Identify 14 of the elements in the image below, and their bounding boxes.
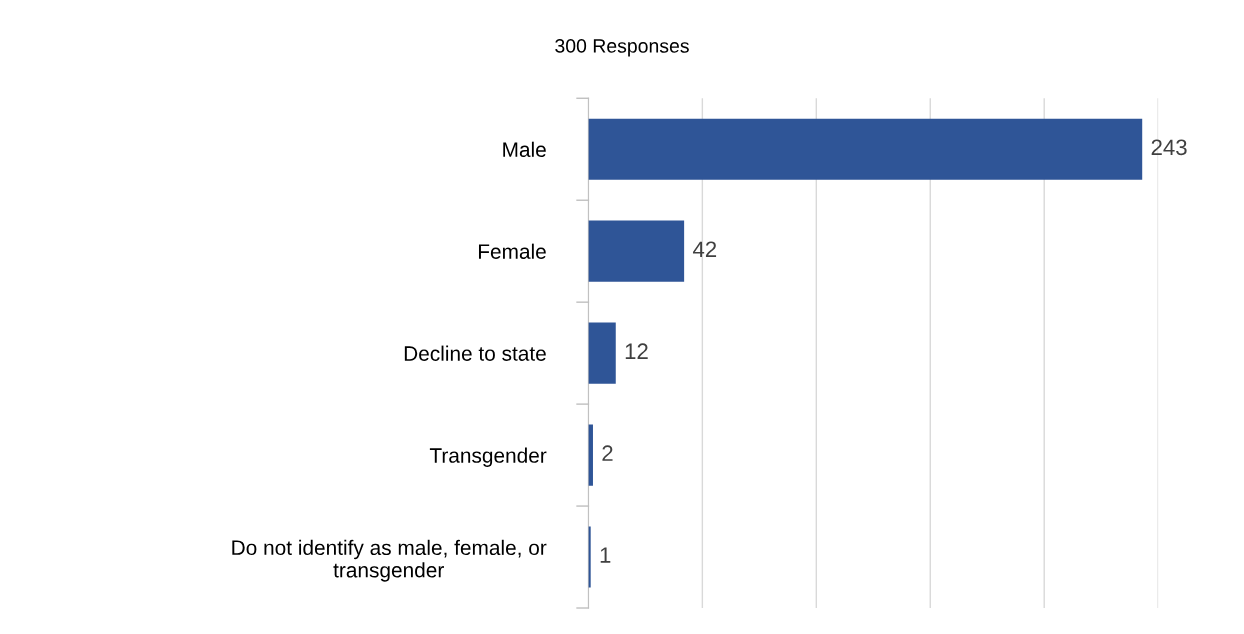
bar (588, 118, 1143, 180)
data-label: 12 (625, 343, 648, 359)
y-tick-label: Transgender (429, 447, 547, 467)
data-label: 243 (1151, 139, 1187, 156)
chart-title: 300 Responses (555, 39, 689, 57)
data-label: 2 (602, 445, 613, 461)
y-tick-label: Do not identify as male, female, or transgender (232, 539, 547, 582)
data-label: 42 (692, 241, 717, 257)
y-tick-label: Decline to state (404, 345, 546, 361)
bar (588, 322, 616, 384)
data-label: 1 (600, 547, 611, 563)
y-tick-label: Female (478, 243, 546, 259)
y-tick-label: Male (503, 141, 546, 157)
bar (588, 220, 685, 282)
